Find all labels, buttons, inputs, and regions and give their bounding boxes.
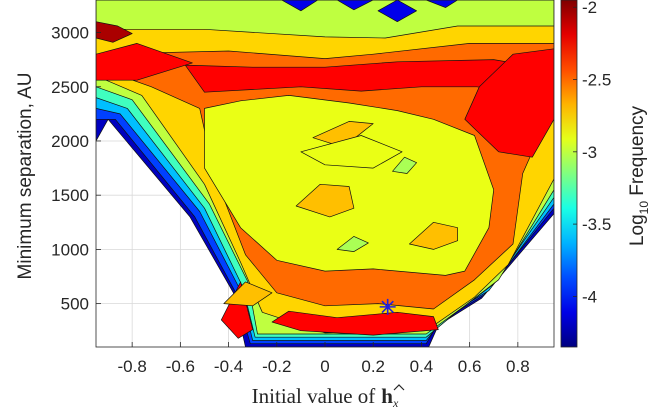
x-axis-label-symbol: h: [381, 384, 393, 408]
contour-region-8: [96, 43, 193, 81]
x-tick-label-2: -0.4: [214, 357, 243, 376]
y-axis-label: Minimum separation, AU: [15, 73, 36, 280]
contour-region-22: [336, 0, 374, 11]
colorbar: [560, 0, 578, 348]
asterisk-stroke: [381, 300, 394, 314]
colorbar-tick-label-3: -2.5: [582, 71, 611, 90]
colorbar-tick-label-4: -2: [582, 0, 597, 17]
y-tick-label-2: 1500: [51, 186, 89, 205]
colorbar-tick-label-1: -3.5: [582, 215, 611, 234]
y-tick-label-1: 1000: [51, 240, 89, 259]
contour-region-16: [409, 221, 458, 250]
contour-region-12: [96, 21, 133, 43]
asterisk-marker: [379, 298, 396, 315]
y-tick-label-5: 3000: [51, 24, 89, 43]
colorbar-tick-label-2: -3: [582, 143, 597, 162]
contour-regions: [96, 0, 554, 347]
x-tick-label-1: -0.6: [166, 357, 195, 376]
contour-region-17: [300, 135, 403, 169]
x-axis-label-hat: [393, 384, 405, 391]
contour-region-15: [295, 183, 355, 218]
contour-region-23: [377, 0, 417, 23]
y-tick-label-0: 500: [61, 295, 89, 314]
x-tick-label-7: 0.6: [458, 357, 482, 376]
plot-area: [96, 0, 554, 347]
marker-layer: [379, 298, 396, 315]
x-tick-label-5: 0.2: [361, 357, 385, 376]
colorbar-label-subscript: 10: [637, 201, 651, 215]
x-tick-label-3: -0.2: [262, 357, 291, 376]
contour-region-24: [425, 0, 458, 8]
x-tick-label-0: -0.8: [118, 357, 147, 376]
contour-region-18: [223, 281, 273, 307]
contour-region-9: [464, 48, 554, 158]
colorbar-tick-label-0: -4: [582, 287, 597, 306]
x-tick-label-4: 0: [320, 357, 329, 376]
x-tick-label-6: 0.4: [410, 357, 434, 376]
contour-region-21: [281, 0, 319, 12]
contour-region-19: [392, 156, 417, 174]
x-axis-label-subscript: x: [392, 396, 399, 410]
x-axis-ticks: -0.8 -0.6 -0.4 -0.2 0 0.2 0.4 0.6 0.8: [118, 342, 530, 376]
contour-region-13: [204, 95, 495, 276]
x-axis-label-text: Initial value of: [252, 384, 376, 408]
colorbar-label: Log10 Frequency: [627, 105, 651, 246]
contour-region-20: [336, 236, 369, 252]
colorbar-ticks: -4 -3.5 -3 -2.5 -2: [573, 0, 611, 306]
x-tick-label-8: 0.8: [506, 357, 530, 376]
colorbar-label-suffix: Frequency: [627, 105, 648, 201]
contour-region-10: [271, 310, 439, 336]
y-tick-label-3: 2000: [51, 132, 89, 151]
y-tick-label-4: 2500: [51, 78, 89, 97]
x-axis-label: Initial value of hx: [252, 384, 399, 410]
y-axis-ticks: 500 1000 1500 2000 2500 3000: [51, 24, 101, 314]
colorbar-label-prefix: Log: [627, 214, 648, 246]
